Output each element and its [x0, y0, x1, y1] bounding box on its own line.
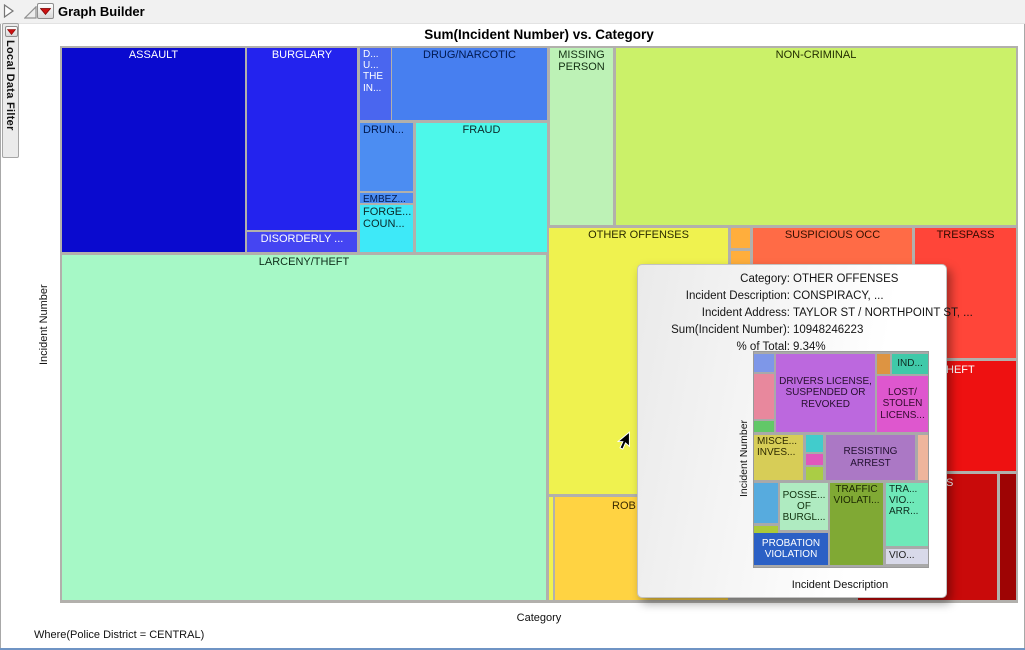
report-title: Graph Builder	[58, 4, 145, 19]
filter-tab-label: Local Data Filter	[4, 40, 16, 131]
red-triangle-icon	[7, 28, 16, 35]
non-criminal-label: NON-CRIMINAL	[775, 49, 857, 61]
window-bottom-edge	[0, 648, 1025, 650]
driving-under-influence-label: D... U... THE IN...	[363, 49, 383, 94]
non-criminal-tile[interactable]: NON-CRIMINAL	[616, 48, 1016, 225]
sm-yellowgreen-tile	[806, 467, 823, 480]
drug-narcotic-label: DRUG/NARCOTIC	[423, 49, 516, 61]
other-offenses-label: OTHER OFFENSES	[588, 229, 689, 241]
small-orange-1-tile[interactable]	[731, 228, 750, 248]
burglary-label: BURGLARY	[271, 49, 333, 61]
lost-stolen-license-label: LOST/STOLEN LICENS...	[880, 387, 925, 421]
drunkenness-tile[interactable]: DRUN...	[360, 123, 413, 191]
traffic-violation-tile: TRAFFIC VIOLATI...	[830, 483, 883, 565]
sm-blue-tile	[754, 354, 774, 372]
traffic-violation-arrest-label: TRA... VIO... ARR...	[889, 484, 919, 518]
red-triangle-menu-button[interactable]	[37, 3, 54, 19]
drug-narcotic-tile[interactable]: DRUG/NARCOTIC	[392, 48, 547, 120]
trespass-label: TRESPASS	[936, 229, 995, 241]
tooltip-row: Sum(Incident Number): 10948246223	[671, 324, 864, 336]
burglary-tile[interactable]: BURGLARY	[247, 48, 357, 230]
panel-expand-icon[interactable]	[3, 4, 15, 18]
drivers-license-suspended-label: DRIVERS LICENSE, SUSPENDED OR REVOKED	[779, 376, 872, 410]
local-data-filter-tab[interactable]: Local Data Filter	[2, 23, 19, 158]
violation-tile: VIO...	[886, 549, 928, 564]
disorderly-conduct-label: DISORDERLY ...	[260, 233, 344, 245]
driving-under-influence-tile[interactable]: D... U... THE IN...	[360, 48, 391, 120]
fraud-tile[interactable]: FRAUD	[416, 123, 547, 252]
resisting-arrest-label: RESISTING ARREST	[843, 446, 898, 469]
tooltip-y-axis-label: Incident Number	[738, 419, 750, 498]
tooltip-x-axis-label: Incident Description	[791, 579, 889, 591]
drunkenness-label: DRUN...	[363, 124, 404, 136]
resisting-arrest-tile: RESISTING ARREST	[826, 435, 915, 480]
possession-of-burglary-tile: POSSE... OF BURGL...	[780, 483, 828, 530]
sm-cyan-tile	[806, 435, 823, 452]
mouse-cursor	[616, 431, 630, 450]
embezzlement-tile[interactable]: EMBEZ...	[360, 193, 413, 203]
forgery-counterfeiting-tile[interactable]: FORGE... COUN...	[360, 205, 413, 252]
tooltip-row: Category: OTHER OFFENSES	[740, 273, 899, 285]
sm-pink-tile	[754, 374, 774, 419]
fraud-label: FRAUD	[462, 124, 501, 136]
warrants-label: S	[946, 477, 954, 489]
probation-violation-tile: PROBATION VIOLATION	[754, 533, 828, 565]
report-header: Graph Builder	[0, 0, 1025, 24]
disorderly-conduct-tile[interactable]: DISORDERLY ...	[247, 232, 357, 252]
sm-orange-tile	[877, 354, 890, 374]
ind-tile: IND...	[892, 354, 928, 374]
sm-magenta-tile	[806, 454, 823, 465]
filter-red-triangle-button[interactable]	[5, 26, 18, 37]
missing-person-tile[interactable]: MISSING PERSON	[550, 48, 613, 225]
red-triangle-icon	[40, 7, 51, 15]
missing-person-label: MISSING PERSON	[558, 49, 605, 74]
lost-stolen-license-tile: LOST/STOLEN LICENS...	[877, 376, 928, 432]
larceny-theft-label: LARCENY/THEFT	[258, 256, 350, 268]
ind-label: IND...	[897, 358, 923, 370]
sm-green-tile	[754, 421, 774, 432]
y-axis-label: Incident Number	[38, 284, 50, 365]
tooltip-row: Incident Description: CONSPIRACY, ...	[685, 290, 884, 302]
traffic-violation-arrest-tile: TRA... VIO... ARR...	[886, 483, 928, 546]
hover-tooltip: Category: OTHER OFFENSES Incident Descrip…	[637, 264, 973, 598]
x-axis-label: Category	[516, 612, 562, 624]
where-clause: Where(Police District = CENTRAL)	[34, 629, 205, 641]
misc-investigation-tile: MISCE... INVES...	[754, 435, 803, 480]
dark-red-strip-tile[interactable]	[1000, 474, 1016, 600]
suspicious-occ-label: SUSPICIOUS OCC	[784, 229, 881, 241]
assault-tile[interactable]: ASSAULT	[62, 48, 245, 252]
robbery-label: ROB	[612, 500, 636, 512]
tooltip-treemap: DRIVERS LICENSE, SUSPENDED OR REVOKED IND..…	[753, 351, 929, 568]
tooltip-row: Incident Address: TAYLOR ST / NORTHPOINT …	[701, 307, 973, 319]
probation-violation-label: PROBATION VIOLATION	[761, 537, 821, 560]
assault-label: ASSAULT	[128, 49, 179, 61]
violation-label: VIO...	[889, 550, 915, 561]
tooltip-text: Category: OTHER OFFENSES Incident Descrip…	[638, 265, 973, 356]
possession-of-burglary-label: POSSE... OF BURGL...	[782, 489, 826, 524]
sm-skyblue-tile	[754, 483, 778, 523]
graph-title: Sum(Incident Number) vs. Category	[424, 27, 654, 42]
misc-investigation-label: MISCE... INVES...	[757, 436, 798, 459]
traffic-violation-label: TRAFFIC VIOLATI...	[833, 484, 880, 507]
vehicle-theft-label: HEFT	[946, 364, 975, 376]
disclosure-icon[interactable]	[24, 6, 37, 19]
drivers-license-suspended-tile: DRIVERS LICENSE, SUSPENDED OR REVOKED	[776, 354, 875, 432]
tooltip-row: % of Total: 9.34%	[736, 341, 826, 353]
forgery-counterfeiting-label: FORGE... COUN...	[363, 206, 412, 231]
embezzlement-label: EMBEZ...	[363, 194, 406, 203]
larceny-theft-tile[interactable]: LARCENY/THEFT	[62, 255, 546, 600]
yellow-strip-tile[interactable]	[549, 497, 553, 600]
sm-salmon-tile	[918, 435, 928, 480]
